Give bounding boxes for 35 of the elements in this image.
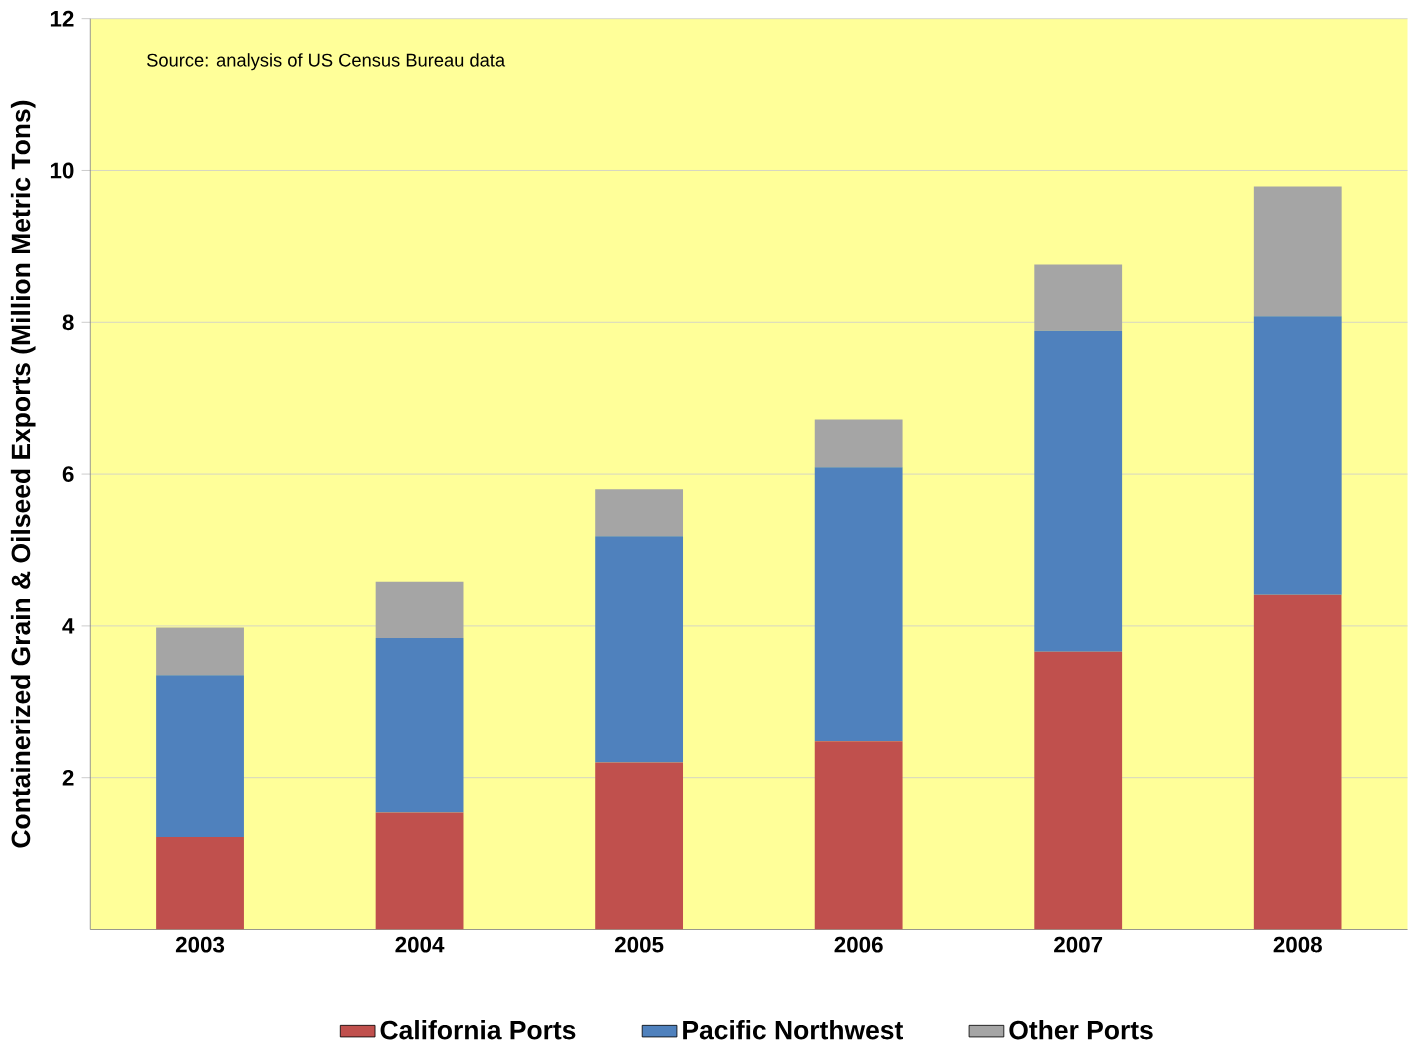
y-tick-label: 8 [62,314,74,330]
annotation: Source: analysis of US Census Bureau data [147,52,506,71]
bar [156,675,244,837]
y-tick-label: 2 [62,769,74,786]
x-tick-label: 2005 [614,936,664,953]
x-tick-label: 2008 [1273,936,1322,953]
legend-label: Pacific Northwest [683,1019,903,1040]
bar [1034,651,1123,930]
bar [814,741,903,930]
bar [814,467,903,742]
bar [595,536,684,763]
bar [595,762,684,930]
bar [375,581,464,638]
bar [1253,594,1342,930]
y-axis-title: Containerized Grain & Oilseed Exports (Million Metric Tons) [10,100,36,848]
bar [595,489,684,537]
bar [1253,186,1342,316]
y-tick-label: 12 [50,10,74,27]
bar [1253,315,1342,595]
x-tick-label: 2003 [175,936,225,953]
y-tick-label: 10 [50,162,74,179]
bar [375,812,464,930]
x-tick-label: 2007 [1054,936,1103,953]
legend-label: California Ports [380,1019,576,1040]
bar [156,627,244,675]
bar [156,836,244,930]
bar [1034,264,1123,331]
x-tick-label: 2006 [834,936,883,953]
bar [814,419,903,468]
y-tick-label: 4 [62,617,75,634]
legend-label: Other Ports [1009,1019,1153,1040]
x-tick-label: 2004 [395,936,445,953]
y-tick-label: 6 [62,465,74,482]
bar [375,637,464,813]
bar [1034,330,1123,652]
